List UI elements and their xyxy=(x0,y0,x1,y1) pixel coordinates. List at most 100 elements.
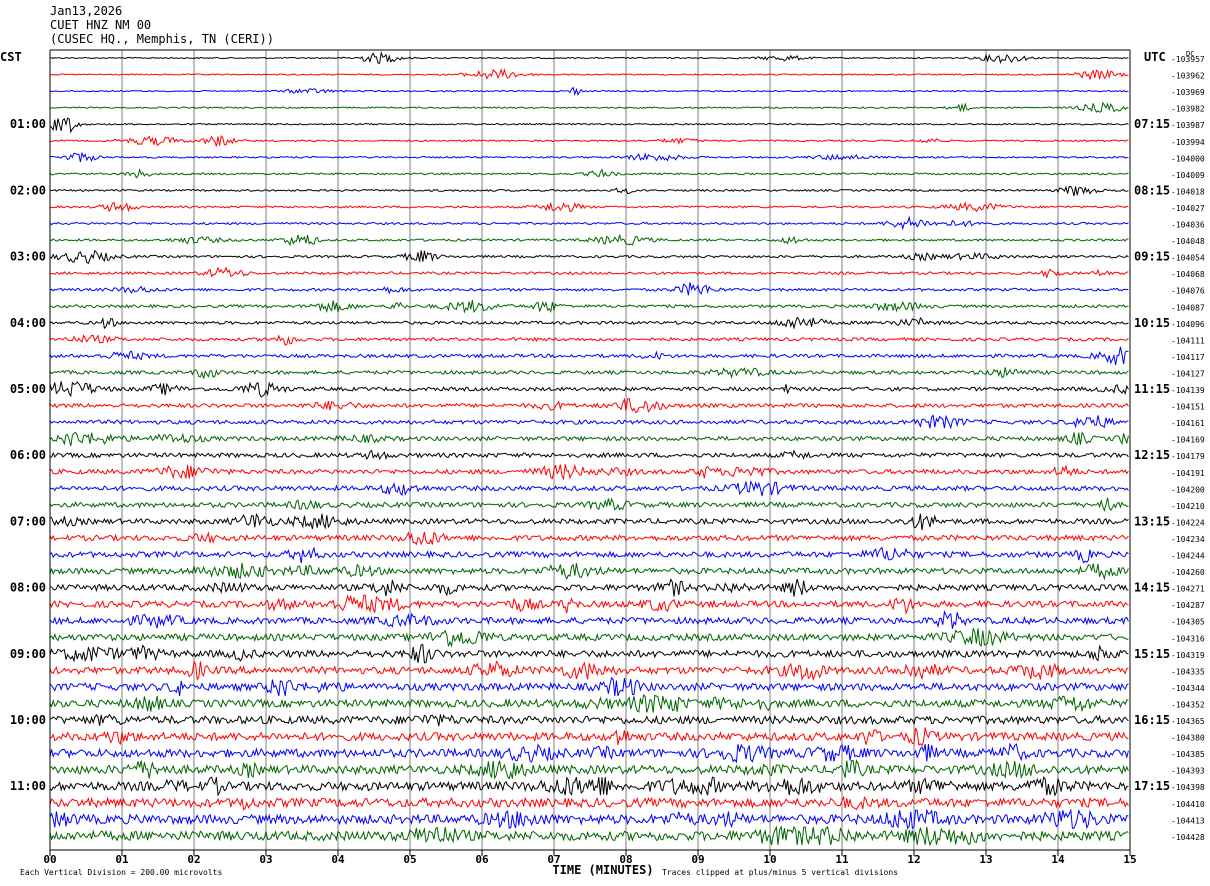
trace-37 xyxy=(49,644,1129,664)
dc-offset-label: -104151 xyxy=(1171,403,1205,412)
x-tick-label: 11 xyxy=(835,853,849,866)
trace-9 xyxy=(49,185,1129,197)
trace-34 xyxy=(49,594,1129,615)
dc-offset-label: -104036 xyxy=(1171,221,1205,230)
dc-offset-label: -104428 xyxy=(1171,833,1205,842)
dc-offset-label: -104161 xyxy=(1171,419,1205,428)
trace-8 xyxy=(49,168,1129,179)
cst-hour-label: 02:00 xyxy=(10,183,46,197)
dc-offset-label: -103987 xyxy=(1171,121,1205,130)
cst-hour-label: 04:00 xyxy=(10,316,46,330)
cst-hour-label: 10:00 xyxy=(10,713,46,727)
dc-offset-label: -104224 xyxy=(1171,518,1205,527)
x-tick-label: 05 xyxy=(403,853,416,866)
location-label: (CUSEC HQ., Memphis, TN (CERI)) xyxy=(50,32,274,46)
utc-hour-label: 07:15 xyxy=(1134,117,1170,131)
utc-hour-label: 14:15 xyxy=(1134,581,1170,595)
dc-offset-label: -103962 xyxy=(1171,72,1205,81)
trace-23 xyxy=(49,414,1129,430)
dc-offset-label: -103982 xyxy=(1171,105,1205,114)
cst-hour-label: 06:00 xyxy=(10,448,46,462)
trace-35 xyxy=(49,609,1129,629)
trace-13 xyxy=(49,249,1129,264)
trace-20 xyxy=(49,367,1129,380)
x-tick-label: 08 xyxy=(619,853,632,866)
dc-offset-label: -104027 xyxy=(1171,204,1205,213)
trace-26 xyxy=(49,463,1129,481)
dc-offset-label: -104413 xyxy=(1171,816,1205,825)
dc-offset-label: -104244 xyxy=(1171,552,1205,561)
dc-offset-label: -103957 xyxy=(1171,55,1205,64)
utc-hour-label: 17:15 xyxy=(1134,779,1170,793)
trace-25 xyxy=(49,449,1129,461)
trace-29 xyxy=(49,513,1129,531)
utc-hour-label: 08:15 xyxy=(1134,183,1170,197)
trace-7 xyxy=(49,151,1129,163)
trace-36 xyxy=(49,628,1129,648)
plot-header: Jan13,2026 CUET HNZ NM 00 (CUSEC HQ., Me… xyxy=(50,4,274,46)
trace-41 xyxy=(49,713,1129,727)
dc-offset-label: -104287 xyxy=(1171,601,1205,610)
trace-15 xyxy=(49,282,1129,296)
dc-offset-label: -104018 xyxy=(1171,187,1205,196)
trace-40 xyxy=(49,693,1129,713)
dc-label: DC xyxy=(1186,50,1194,58)
trace-28 xyxy=(49,497,1129,512)
cst-axis-label: CST xyxy=(0,50,22,64)
dc-offset-label: -104234 xyxy=(1171,535,1205,544)
trace-6 xyxy=(49,134,1129,147)
cst-hour-label: 05:00 xyxy=(10,382,46,396)
trace-group xyxy=(49,50,1129,847)
dc-offset-label: -104352 xyxy=(1171,700,1205,709)
trace-27 xyxy=(49,480,1129,497)
dc-offset-label: -104319 xyxy=(1171,651,1205,660)
cst-hour-label: 11:00 xyxy=(10,779,46,793)
x-tick-label: 15 xyxy=(1123,853,1136,866)
dc-offset-label: -104048 xyxy=(1171,237,1205,246)
dc-offset-label: -104271 xyxy=(1171,585,1205,594)
trace-38 xyxy=(49,659,1129,682)
trace-2 xyxy=(49,68,1129,81)
dc-offset-label: -104385 xyxy=(1171,750,1205,759)
trace-42 xyxy=(49,727,1129,747)
dc-offset-label: -104398 xyxy=(1171,783,1205,792)
trace-17 xyxy=(49,316,1129,330)
trace-5 xyxy=(49,117,1129,134)
trace-3 xyxy=(49,86,1129,96)
x-tick-label: 03 xyxy=(259,853,272,866)
trace-12 xyxy=(49,234,1129,247)
utc-hour-label: 15:15 xyxy=(1134,647,1170,661)
dc-offset-label: -104210 xyxy=(1171,502,1205,511)
trace-11 xyxy=(49,215,1129,231)
trace-31 xyxy=(49,546,1129,564)
dc-offset-label: -103969 xyxy=(1171,88,1205,97)
x-tick-label: 09 xyxy=(691,853,704,866)
utc-hour-label: 16:15 xyxy=(1134,713,1170,727)
trace-39 xyxy=(49,676,1129,697)
dc-offset-label: -104344 xyxy=(1171,684,1205,693)
trace-47 xyxy=(49,808,1129,830)
trace-32 xyxy=(49,562,1129,581)
clipping-note: Traces clipped at plus/minus 5 vertical … xyxy=(662,868,898,877)
dc-offset-label: -104200 xyxy=(1171,485,1205,494)
dc-offset-label: -104117 xyxy=(1171,353,1205,362)
trace-45 xyxy=(49,776,1129,797)
x-tick-label: 13 xyxy=(979,853,992,866)
dc-offset-label: -104316 xyxy=(1171,634,1205,643)
trace-22 xyxy=(49,397,1129,414)
dc-offset-label: -104127 xyxy=(1171,369,1205,378)
cst-hour-label: 01:00 xyxy=(10,117,46,131)
utc-hour-label: 13:15 xyxy=(1134,514,1170,528)
dc-offset-label: -104068 xyxy=(1171,270,1205,279)
cst-hour-label: 03:00 xyxy=(10,250,46,264)
cst-hour-label: 08:00 xyxy=(10,581,46,595)
dc-offset-label: -104000 xyxy=(1171,154,1205,163)
x-axis-title: TIME (MINUTES) xyxy=(552,863,653,877)
cst-hour-label: 07:00 xyxy=(10,514,46,528)
trace-10 xyxy=(49,201,1129,213)
trace-46 xyxy=(49,795,1129,811)
trace-43 xyxy=(49,742,1129,764)
trace-30 xyxy=(49,531,1129,546)
trace-14 xyxy=(49,266,1129,279)
